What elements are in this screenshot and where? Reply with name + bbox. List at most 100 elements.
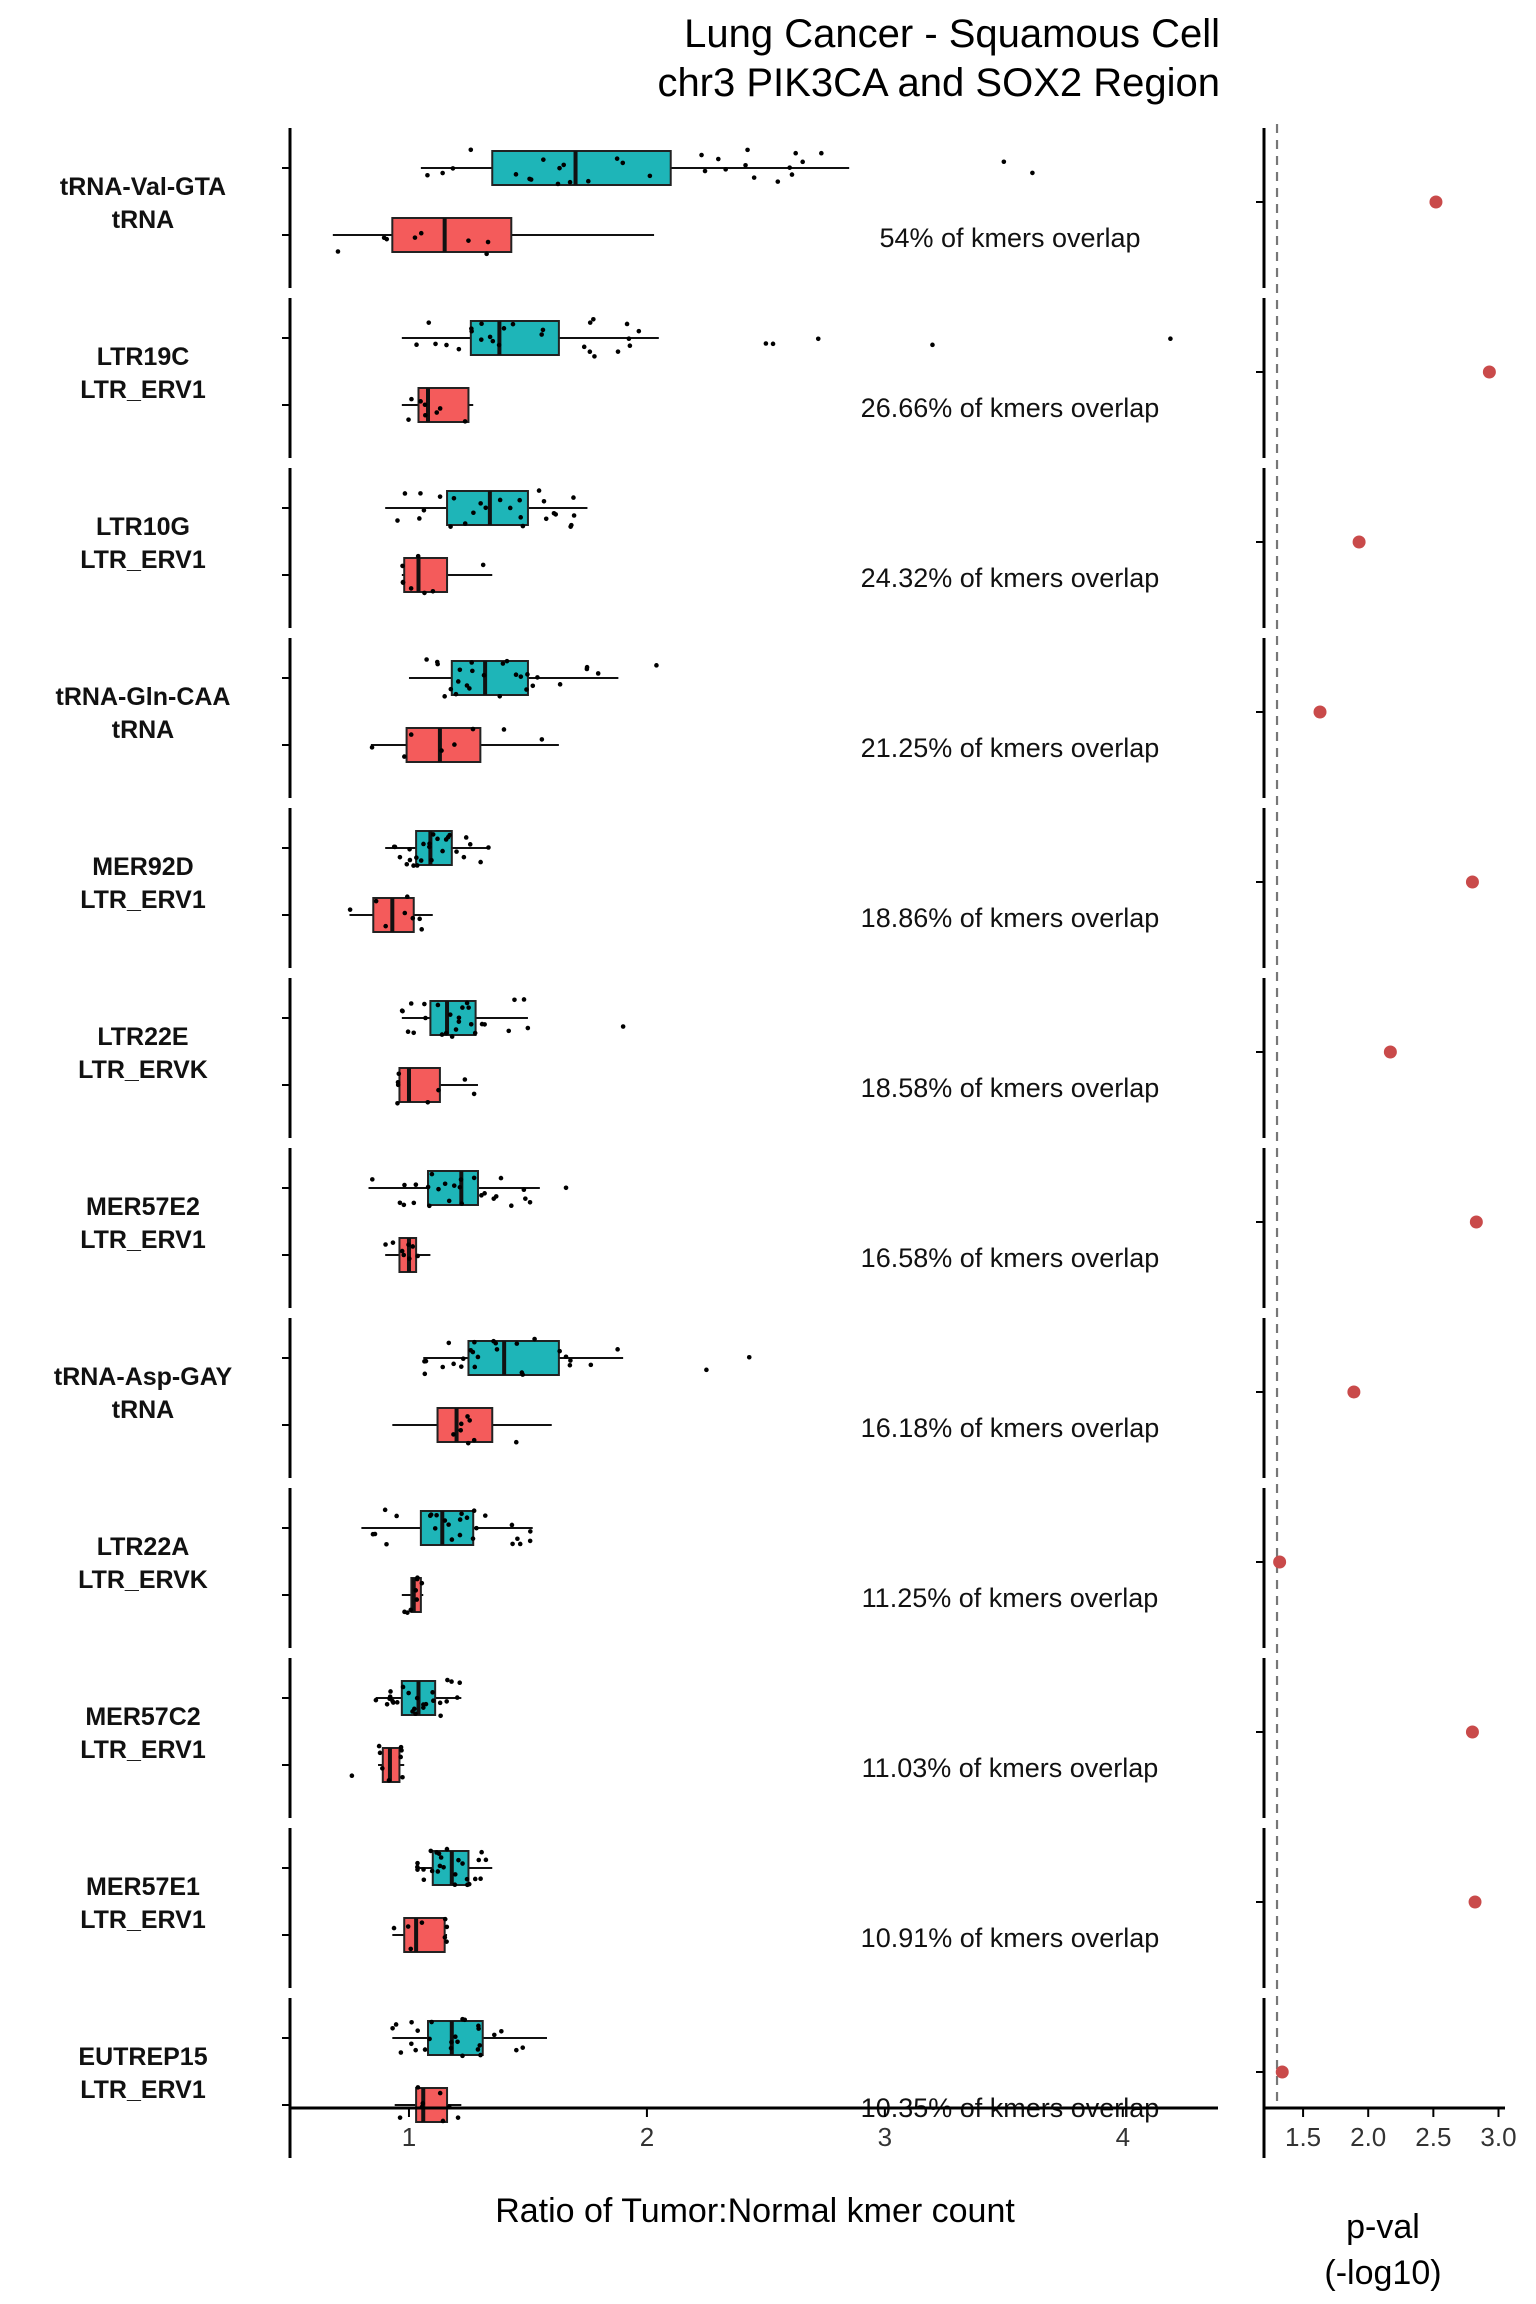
tumor-sample-point <box>498 1175 504 1181</box>
normal-sample-point <box>405 1924 411 1929</box>
tumor-outlier-point <box>815 336 821 342</box>
tumor-sample-point <box>468 147 474 153</box>
tumor-sample-point <box>592 354 597 359</box>
normal-sample-point <box>412 235 418 240</box>
tumor-sample-point <box>450 166 456 171</box>
normal-sample-point <box>423 412 428 418</box>
tumor-sample-point <box>421 507 427 513</box>
pvalue-point <box>1429 195 1443 209</box>
normal-outlier-point <box>349 1773 355 1778</box>
group-family-label: tRNA <box>112 716 175 744</box>
tumor-sample-point <box>414 855 419 860</box>
tumor-sample-point <box>427 2036 432 2042</box>
normal-sample-point <box>383 1242 388 1247</box>
normal-sample-point <box>402 754 407 759</box>
normal-sample-point <box>395 1100 400 1106</box>
tumor-sample-point <box>464 1876 470 1882</box>
normal-sample-point <box>440 2118 446 2124</box>
tumor-sample-point <box>424 657 429 662</box>
tumor-sample-point <box>457 667 463 673</box>
normal-sample-point <box>430 588 436 594</box>
tumor-sample-point <box>478 337 484 342</box>
tumor-box <box>491 150 672 186</box>
tumor-sample-point <box>517 1541 523 1547</box>
overlap-annotation: 16.58% of kmers overlap <box>861 1243 1160 1273</box>
tumor-sample-point <box>647 173 653 179</box>
tumor-sample-point <box>793 150 798 156</box>
normal-sample-point <box>408 732 414 737</box>
tumor-sample-point <box>584 664 590 670</box>
group-family-label: LTR_ERV1 <box>80 2076 206 2104</box>
normal-sample-point <box>386 1778 392 1783</box>
tumor-sample-point <box>541 157 546 162</box>
tumor-sample-point <box>568 1358 573 1363</box>
normal-sample-point <box>455 2115 461 2120</box>
pvalue-point <box>1468 1895 1482 1909</box>
normal-sample-point <box>485 239 491 245</box>
normal-sample-point <box>484 251 489 257</box>
tumor-sample-point <box>453 1027 459 1032</box>
tumor-sample-point <box>426 320 432 325</box>
tumor-sample-point <box>509 1522 515 1528</box>
tumor-sample-point <box>478 859 483 865</box>
tumor-sample-point <box>540 327 546 333</box>
tumor-sample-point <box>595 671 601 676</box>
tumor-sample-point <box>460 1005 465 1010</box>
tumor-sample-point <box>423 1015 428 1021</box>
tumor-sample-point <box>455 2039 460 2045</box>
tumor-sample-point <box>528 177 534 182</box>
tumor-sample-point <box>487 334 493 340</box>
tumor-sample-point <box>478 1876 483 1882</box>
tumor-sample-point <box>453 691 459 697</box>
tumor-sample-point <box>409 2020 414 2025</box>
normal-sample-point <box>470 726 476 732</box>
tumor-sample-point <box>800 159 805 165</box>
tumor-sample-point <box>517 497 523 503</box>
tumor-sample-point <box>510 1541 515 1547</box>
tumor-sample-point <box>521 997 527 1002</box>
tumor-sample-point <box>490 338 496 344</box>
tumor-sample-point <box>571 513 577 518</box>
tumor-sample-point <box>437 494 443 499</box>
tumor-sample-point <box>514 1341 520 1346</box>
tumor-sample-point <box>457 1680 463 1686</box>
tumor-sample-point <box>456 1019 462 1024</box>
tumor-sample-point <box>429 1171 435 1177</box>
tumor-sample-point <box>453 2034 458 2040</box>
tumor-sample-point <box>569 522 574 528</box>
normal-box <box>436 1407 494 1443</box>
tumor-sample-point <box>415 1860 420 1866</box>
tumor-outlier-point <box>1168 336 1173 342</box>
tumor-sample-point <box>557 682 563 687</box>
pval-tick-label: 3.0 <box>1480 2122 1516 2152</box>
tumor-sample-point <box>441 1864 446 1870</box>
x-tick-label: 2 <box>640 2122 654 2152</box>
pvalue-point <box>1465 875 1479 889</box>
tumor-sample-point <box>702 168 708 174</box>
tumor-sample-point <box>449 1537 455 1542</box>
tumor-sample-point <box>525 1025 531 1031</box>
tumor-sample-point <box>507 505 513 511</box>
tumor-outlier-point <box>787 165 792 170</box>
tumor-sample-point <box>406 1690 411 1696</box>
normal-sample-point <box>414 1597 420 1602</box>
tumor-outlier-point <box>770 341 776 347</box>
group-name-label: LTR22A <box>97 1533 190 1561</box>
tumor-sample-point <box>440 1364 446 1370</box>
tumor-sample-point <box>520 2045 526 2050</box>
tumor-sample-point <box>397 1200 403 1206</box>
tumor-sample-point <box>457 1517 463 1522</box>
tumor-outlier-point <box>654 663 659 668</box>
tumor-sample-point <box>536 488 542 493</box>
tumor-sample-point <box>409 2041 414 2047</box>
tumor-sample-point <box>437 1863 443 1869</box>
overlap-annotation: 16.18% of kmers overlap <box>861 1413 1160 1443</box>
tumor-sample-point <box>461 854 467 860</box>
normal-sample-point <box>347 907 353 912</box>
tumor-sample-point <box>479 1021 485 1027</box>
pvalue-point <box>1465 1725 1479 1739</box>
pvalue-point <box>1383 1045 1397 1059</box>
overlap-annotation: 11.25% of kmers overlap <box>862 1583 1159 1613</box>
facet-trna-gln-caa: tRNA-Gln-CAA tRNA 21.25% of kmers overlap <box>56 638 1159 798</box>
